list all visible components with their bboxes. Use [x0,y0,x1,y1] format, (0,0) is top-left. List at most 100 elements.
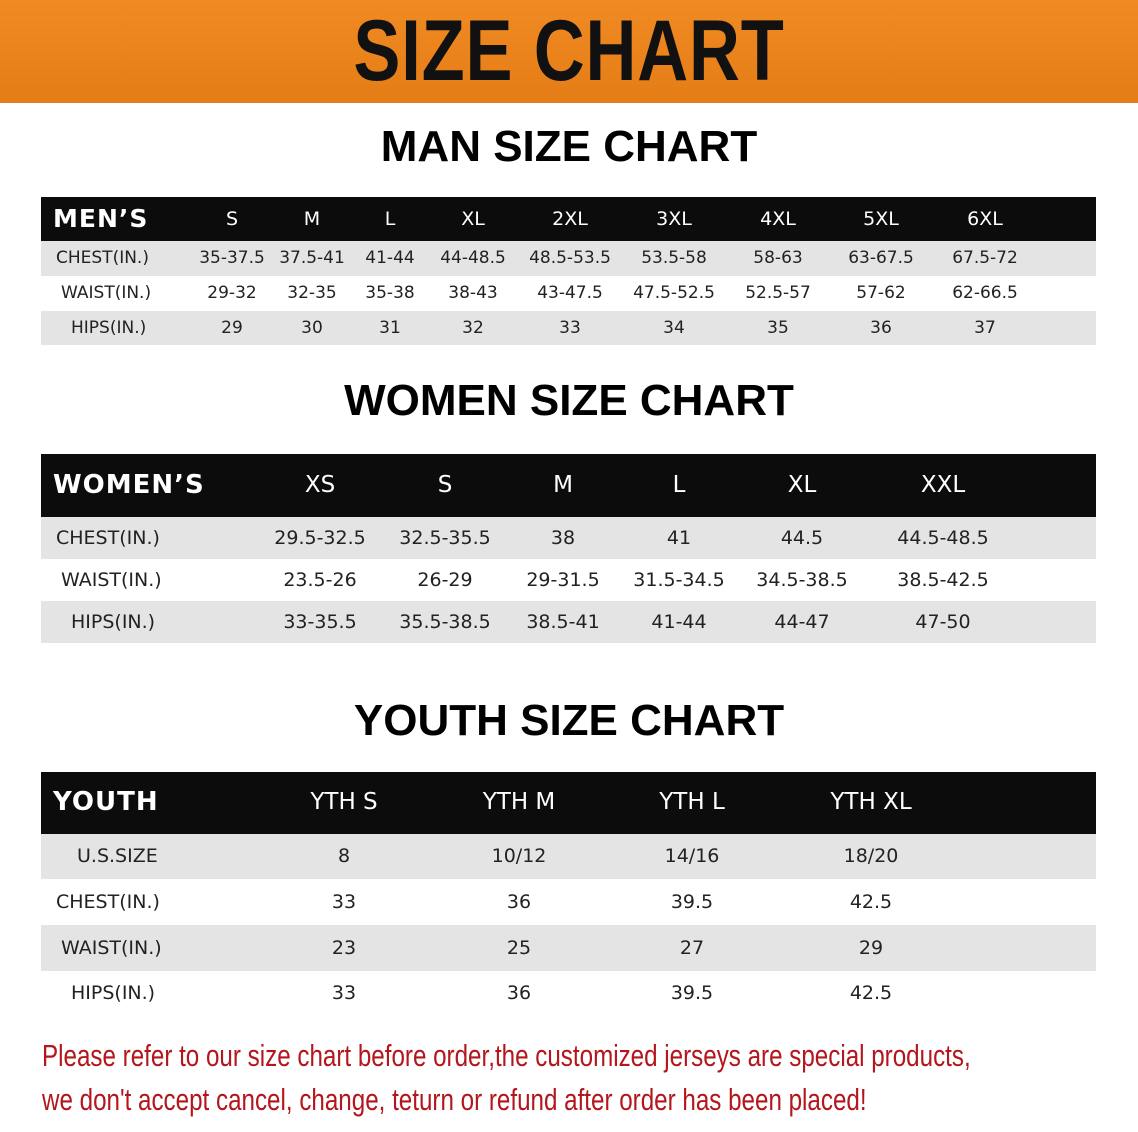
table-cell: 39.5 [670,982,714,1005]
table-row: U.S.SIZE 8 10/12 14/16 18/20 [41,834,1096,879]
size-header: S [225,207,239,230]
table-cell: 33-35.5 [283,610,357,633]
youth-header-label: YOUTH [53,787,159,818]
table-row: WAIST(IN.) 29-32 32-35 35-38 38-43 43-47.5 47.… [41,276,1096,311]
table-cell: 44.5-48.5 [897,526,989,549]
table-cell: 37 [974,317,996,338]
notice-line-2: we don't accept cancel, change, teturn o… [42,1082,867,1117]
youth-section-title: YOUTH SIZE CHART [353,696,785,745]
table-cell: 36 [506,890,532,913]
table-cell: 48.5-53.5 [529,248,611,269]
table-cell: 37.5-41 [279,248,345,269]
table-cell: 25 [506,936,532,959]
women-header-label: WOMEN’S [53,469,205,500]
table-cell: 23.5-26 [283,568,357,591]
row-label: HIPS(IN.) [71,982,156,1005]
table-cell: 29 [858,936,884,959]
women-header-row: WOMEN’S XS S M L XL XXL [41,454,1096,517]
table-row: CHEST(IN.) 35-37.5 37.5-41 41-44 44-48.5 48.5… [41,241,1096,276]
table-cell: 26-29 [417,568,473,591]
table-row: HIPS(IN.) 33 36 39.5 42.5 [41,971,1096,1016]
table-cell: 23 [331,936,357,959]
table-cell: 41-44 [365,248,415,269]
row-label: WAIST(IN.) [61,283,152,304]
row-label: WAIST(IN.) [61,936,162,959]
youth-header-row: YOUTH YTH S YTH M YTH L YTH XL [41,772,1096,834]
table-cell: 32-35 [287,283,337,304]
size-header: 4XL [760,207,796,230]
size-header: XXL [920,471,966,498]
table-cell: 41-44 [651,610,707,633]
table-cell: 38.5-42.5 [897,568,989,591]
table-cell: 18/20 [843,845,899,868]
table-cell: 32.5-35.5 [399,526,491,549]
table-cell: 34.5-38.5 [756,568,848,591]
row-label: CHEST(IN.) [56,526,160,549]
table-cell: 42.5 [849,890,893,913]
table-cell: 47-50 [915,610,971,633]
table-cell: 35-37.5 [199,248,265,269]
table-row: HIPS(IN.) 29 30 31 32 33 34 35 36 37 [41,311,1096,345]
size-header: 6XL [967,207,1003,230]
men-size-table: MEN’S S M L XL 2XL 3XL 4XL 5XL 6XL CHEST(IN.) 35-3… [41,197,1096,345]
table-cell: 41 [666,526,692,549]
women-size-table: WOMEN’S XS S M L XL XXL CHEST(IN.) 29.5-32.5 32.… [41,454,1096,643]
table-cell: 47.5-52.5 [633,283,715,304]
table-cell: 29-31.5 [526,568,600,591]
table-cell: 44-48.5 [440,248,506,269]
table-cell: 31 [379,317,401,338]
youth-size-table: YOUTH YTH S YTH M YTH L YTH XL U.S.SIZE 8 10/1… [41,772,1096,1016]
size-header: M [303,207,321,230]
table-cell: 10/12 [491,845,547,868]
men-header-label: MEN’S [53,204,149,233]
table-cell: 33 [331,982,357,1005]
table-cell: 38.5-41 [526,610,600,633]
table-cell: 63-67.5 [848,248,914,269]
table-row: WAIST(IN.) 23.5-26 26-29 29-31.5 31.5-34.5 34… [41,559,1096,601]
table-row: WAIST(IN.) 23 25 27 29 [41,925,1096,971]
table-cell: 14/16 [664,845,720,868]
row-label: HIPS(IN.) [71,317,147,338]
table-cell: 53.5-58 [641,248,707,269]
size-header: YTH XL [830,789,912,816]
size-header: YTH M [482,789,556,816]
table-cell: 67.5-72 [952,248,1018,269]
size-header: M [553,471,573,498]
table-cell: 38 [550,526,576,549]
table-cell: 8 [337,845,351,868]
table-cell: 35.5-38.5 [399,610,491,633]
table-cell: 57-62 [856,283,906,304]
table-row: HIPS(IN.) 33-35.5 35.5-38.5 38.5-41 41-44 44-… [41,601,1096,643]
table-row: CHEST(IN.) 29.5-32.5 32.5-35.5 38 41 44.5 44.5… [41,517,1096,559]
size-header: 5XL [863,207,899,230]
table-cell: 42.5 [849,982,893,1005]
table-cell: 38-43 [448,283,498,304]
size-chart-banner: SIZE CHART [0,0,1138,103]
table-cell: 35-38 [365,283,415,304]
table-cell: 62-66.5 [952,283,1018,304]
table-cell: 32 [462,317,484,338]
row-label: CHEST(IN.) [56,248,149,269]
table-cell: 31.5-34.5 [633,568,725,591]
table-cell: 35 [767,317,789,338]
table-cell: 27 [679,936,705,959]
table-cell: 30 [301,317,323,338]
size-header: YTH L [659,789,725,816]
size-header: XL [461,207,485,230]
table-cell: 39.5 [670,890,714,913]
table-cell: 52.5-57 [745,283,811,304]
table-cell: 36 [506,982,532,1005]
women-section-title: WOMEN SIZE CHART [344,376,794,425]
table-cell: 58-63 [753,248,803,269]
size-header: 2XL [552,207,588,230]
notice-line-1: Please refer to our size chart before or… [42,1038,971,1073]
size-header: XS [304,471,336,498]
row-label: WAIST(IN.) [61,568,162,591]
size-header: 3XL [656,207,692,230]
table-cell: 44.5 [780,526,824,549]
table-cell: 29.5-32.5 [274,526,366,549]
row-label: HIPS(IN.) [71,610,156,633]
table-cell: 36 [870,317,892,338]
table-cell: 29-32 [207,283,257,304]
table-cell: 29 [221,317,243,338]
